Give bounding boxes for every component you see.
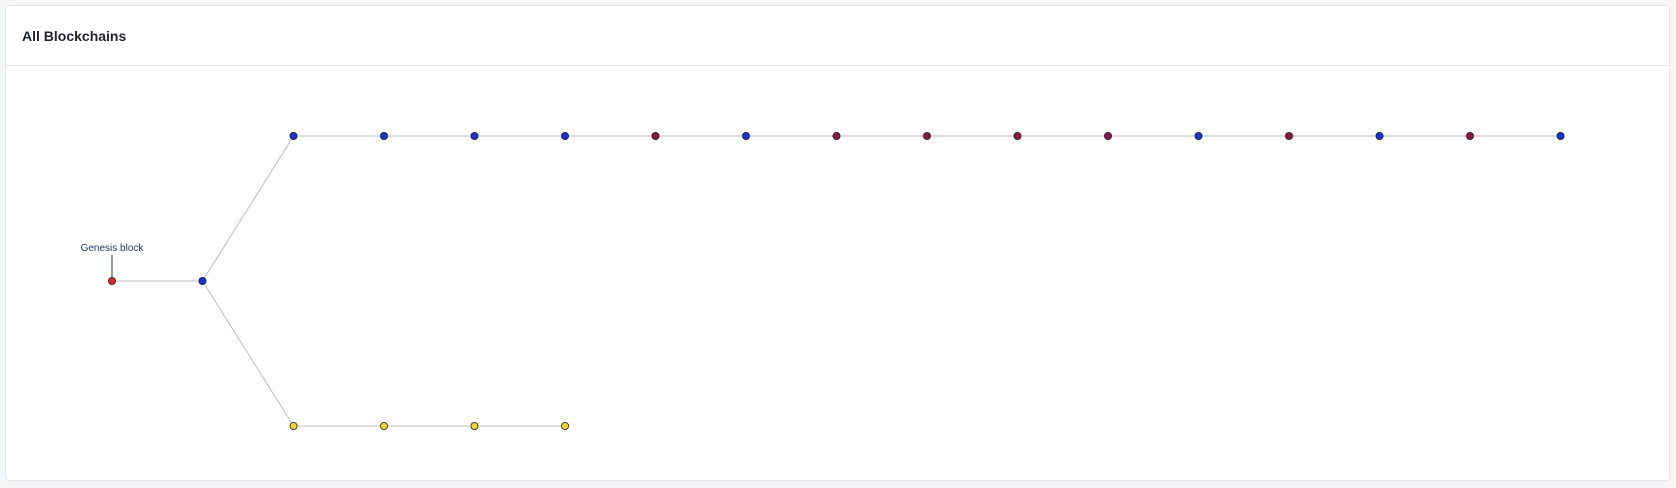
upper-block-2[interactable] bbox=[379, 131, 388, 140]
upper-block-3[interactable] bbox=[470, 131, 479, 140]
nodes bbox=[108, 131, 1565, 430]
upper-block-4[interactable] bbox=[561, 131, 570, 140]
lower-block-3[interactable] bbox=[470, 421, 479, 430]
lower-block-1[interactable] bbox=[289, 421, 298, 430]
edges bbox=[112, 135, 1561, 427]
root-block-2[interactable] bbox=[198, 276, 207, 285]
root-block-1[interactable] bbox=[108, 276, 117, 285]
upper-block-7[interactable] bbox=[832, 131, 841, 140]
upper-block-14[interactable] bbox=[1466, 131, 1475, 140]
card-header: All Blockchains bbox=[6, 6, 1669, 66]
upper-block-6[interactable] bbox=[742, 131, 751, 140]
lower-block-4[interactable] bbox=[561, 421, 570, 430]
upper-block-10[interactable] bbox=[1104, 131, 1113, 140]
upper-block-15[interactable] bbox=[1556, 131, 1565, 140]
fork-edge-upper bbox=[202, 135, 294, 282]
genesis-label: Genesis block bbox=[81, 243, 145, 254]
lower-block-2[interactable] bbox=[379, 421, 388, 430]
upper-block-9[interactable] bbox=[1013, 131, 1022, 140]
blockchains-card: All Blockchains bbox=[5, 5, 1670, 481]
upper-block-11[interactable] bbox=[1194, 131, 1203, 140]
fork-edge-lower bbox=[202, 280, 294, 427]
page-title: All Blockchains bbox=[22, 27, 127, 44]
upper-block-5[interactable] bbox=[651, 131, 660, 140]
upper-block-8[interactable] bbox=[923, 131, 932, 140]
upper-block-12[interactable] bbox=[1285, 131, 1294, 140]
upper-block-13[interactable] bbox=[1375, 131, 1384, 140]
upper-block-1[interactable] bbox=[289, 131, 298, 140]
